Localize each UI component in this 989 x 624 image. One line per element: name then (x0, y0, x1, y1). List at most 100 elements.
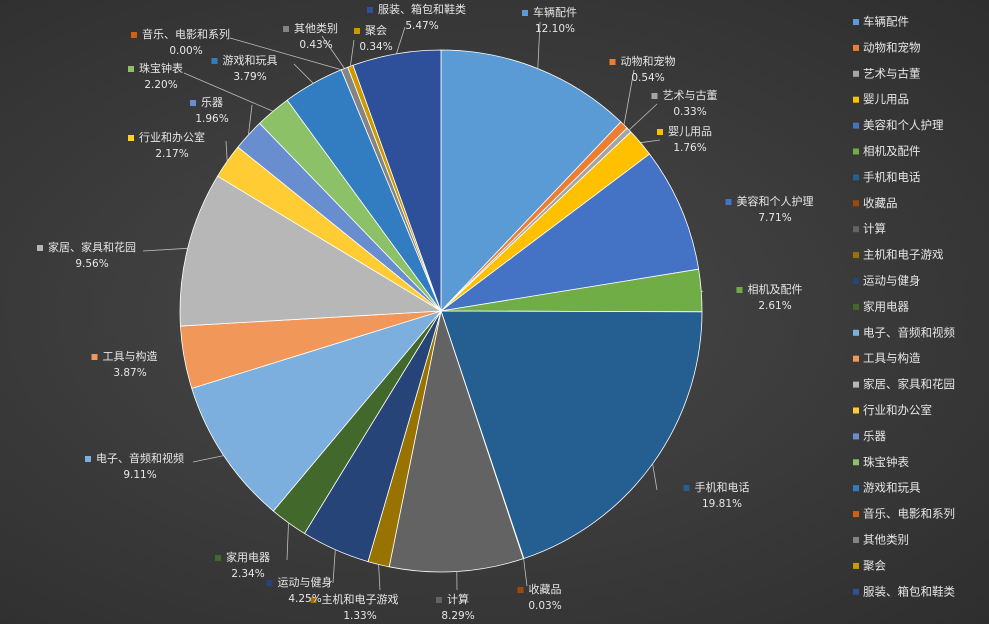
data-label-marker (283, 26, 289, 32)
legend-swatch (853, 355, 859, 362)
legend-swatch (853, 252, 859, 259)
data-label-10: 运动与健身 4.25% (266, 575, 333, 605)
data-label-marker (215, 555, 221, 561)
legend-label: 动物和宠物 (863, 40, 921, 54)
legend-item-14: 家居、家具和花园 (853, 377, 955, 391)
data-label-2: 艺术与古董 0.33% (651, 89, 718, 118)
data-label-7: 收藏品 0.03% (517, 582, 562, 612)
pie-slice-22 (352, 49, 442, 312)
legend-item-12: 电子、音频和视频 (853, 325, 955, 339)
legend-item-5: 相机及配件 (853, 144, 921, 158)
leader-line-6 (652, 463, 658, 491)
data-label-8: 计算 8.29% (436, 592, 475, 622)
data-label-14: 家居、家具和花园 9.56% (37, 240, 136, 270)
legend-item-3: 婴儿用品 (853, 92, 909, 106)
data-label-marker (609, 59, 616, 65)
legend-label: 艺术与古董 (863, 66, 921, 80)
legend: 车辆配件动物和宠物艺术与古董婴儿用品美容和个人护理相机及配件手机和电话收藏品计算… (853, 15, 955, 598)
data-label-value: 9.56% (75, 258, 108, 270)
pie-slices (179, 49, 703, 573)
data-label-value: 2.20% (144, 79, 177, 91)
data-label-name: 工具与构造 (103, 349, 158, 363)
data-label-marker (266, 580, 273, 586)
legend-label: 游戏和玩具 (863, 481, 921, 495)
data-label-value: 0.03% (528, 600, 561, 612)
leader-line-19 (229, 37, 342, 71)
legend-item-18: 游戏和玩具 (853, 481, 921, 495)
data-label-marker (91, 354, 98, 360)
data-label-marker (517, 587, 524, 593)
data-label-name: 音乐、电影和系列 (142, 27, 230, 41)
legend-label: 工具与构造 (863, 351, 921, 365)
leader-line-12 (192, 455, 224, 463)
data-label-21: 聚会 0.34% (354, 24, 393, 53)
leader-line-10 (332, 549, 336, 584)
legend-label: 乐器 (863, 429, 886, 443)
legend-label: 服装、箱包和鞋类 (863, 584, 955, 598)
legend-item-13: 工具与构造 (853, 351, 921, 365)
data-label-15: 行业和办公室 2.17% (128, 130, 205, 160)
data-label-value: 8.29% (441, 610, 474, 622)
legend-swatch (853, 303, 859, 310)
leader-line-21 (350, 39, 355, 67)
data-label-value: 9.11% (123, 469, 156, 481)
legend-label: 车辆配件 (863, 15, 909, 29)
legend-swatch (853, 588, 859, 595)
data-label-1: 动物和宠物 0.54% (609, 54, 676, 84)
legend-item-22: 服装、箱包和鞋类 (853, 584, 955, 598)
data-label-0: 车辆配件 12.10% (522, 5, 577, 35)
data-label-marker (128, 135, 134, 141)
leader-lines (142, 21, 704, 591)
legend-swatch (853, 485, 859, 492)
data-label-name: 手机和电话 (695, 480, 750, 494)
legend-item-15: 行业和办公室 (853, 403, 932, 417)
legend-swatch (853, 96, 859, 103)
legend-swatch (853, 381, 859, 388)
data-label-name: 婴儿用品 (668, 125, 712, 138)
data-label-name: 主机和电子游戏 (322, 592, 399, 606)
legend-label: 手机和电话 (863, 170, 921, 184)
legend-item-11: 家用电器 (853, 299, 909, 313)
legend-swatch (853, 122, 859, 129)
legend-item-1: 动物和宠物 (853, 40, 921, 54)
legend-item-0: 车辆配件 (853, 15, 909, 29)
data-label-marker (85, 456, 91, 462)
data-label-marker (190, 100, 196, 106)
data-label-value: 0.54% (631, 72, 664, 84)
data-label-20: 其他类别 0.43% (283, 21, 338, 51)
data-label-marker (736, 287, 743, 293)
data-label-value: 7.71% (758, 212, 791, 224)
leader-line-4 (680, 207, 683, 209)
legend-swatch (853, 148, 859, 155)
legend-item-7: 收藏品 (853, 196, 898, 210)
data-label-name: 行业和办公室 (139, 130, 205, 144)
data-label-marker (683, 485, 690, 491)
legend-label: 运动与健身 (863, 274, 921, 288)
data-label-marker (310, 597, 317, 603)
legend-label: 行业和办公室 (863, 403, 932, 417)
legend-label: 家用电器 (863, 299, 909, 313)
pie-slice-4 (440, 153, 700, 312)
legend-swatch (853, 226, 859, 233)
data-label-name: 艺术与古董 (663, 89, 718, 102)
legend-item-19: 音乐、电影和系列 (853, 507, 955, 521)
data-label-value: 2.61% (758, 300, 791, 312)
legend-swatch (853, 459, 859, 466)
data-label-value: 1.96% (195, 113, 228, 125)
leader-line-18 (293, 63, 314, 84)
legend-swatch (853, 70, 859, 77)
leader-line-5 (700, 290, 704, 293)
data-label-marker (522, 10, 528, 16)
data-label-value: 3.87% (113, 367, 146, 379)
data-label-marker (211, 58, 218, 64)
leader-line-0 (537, 21, 541, 69)
data-label-name: 收藏品 (529, 582, 562, 596)
legend-label: 聚会 (863, 558, 886, 572)
leader-line-2 (628, 103, 658, 131)
legend-label: 家居、家具和花园 (863, 377, 955, 391)
data-label-marker (367, 7, 373, 13)
data-label-marker (651, 93, 658, 99)
data-label-6: 手机和电话 19.81% (683, 480, 750, 510)
leader-line-16 (248, 104, 253, 135)
